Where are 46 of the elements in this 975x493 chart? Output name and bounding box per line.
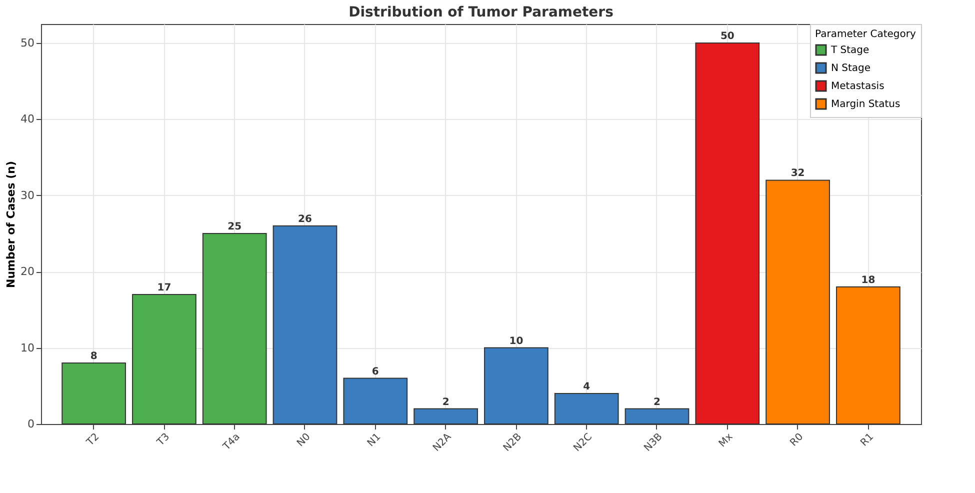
y-tick-label: 10 xyxy=(20,341,34,354)
y-tick-label: 20 xyxy=(20,265,34,278)
legend-label: Metastasis xyxy=(831,81,884,92)
data-label: 26 xyxy=(298,214,312,225)
bar xyxy=(836,286,900,424)
data-label: 10 xyxy=(509,336,524,347)
x-tick-label: Mx xyxy=(717,431,736,450)
x-tick-label: T4a xyxy=(220,432,242,454)
legend-label: Margin Status xyxy=(831,99,900,110)
data-label: 32 xyxy=(790,168,805,180)
bar xyxy=(624,408,690,424)
y-axis-title: Number of Cases (n) xyxy=(4,160,18,288)
data-label: 18 xyxy=(861,274,876,286)
bar xyxy=(484,347,548,424)
y-tick-label: 40 xyxy=(20,112,34,126)
bar xyxy=(554,393,619,424)
x-tick-label: N2A xyxy=(431,431,454,454)
x-tick-label: N0 xyxy=(295,432,313,450)
bar xyxy=(695,42,760,424)
bar xyxy=(766,180,830,424)
chart-title: Distribution of Tumor Parameters xyxy=(348,4,614,20)
bar xyxy=(202,233,267,424)
bar xyxy=(272,225,338,424)
x-tick-label: R0 xyxy=(788,432,806,449)
bar xyxy=(414,408,478,424)
x-tick-label: T2 xyxy=(84,432,102,449)
data-label: 25 xyxy=(228,222,242,233)
legend-title: Parameter Category xyxy=(815,29,916,40)
data-label: 2 xyxy=(442,396,450,408)
bar xyxy=(132,294,196,424)
x-tick-label: N1 xyxy=(366,432,384,450)
legend-label: T Stage xyxy=(830,45,870,56)
bar xyxy=(62,362,126,424)
x-tick-label: R1 xyxy=(858,432,876,449)
data-label: 6 xyxy=(372,366,379,378)
data-label: 4 xyxy=(583,382,590,393)
data-label: 50 xyxy=(720,31,734,42)
data-label: 2 xyxy=(654,396,661,408)
legend-label: N Stage xyxy=(831,63,871,74)
data-label: 17 xyxy=(157,282,172,294)
y-tick-label: 50 xyxy=(20,36,34,50)
x-tick-label: T3 xyxy=(154,432,172,449)
y-tick-label: 30 xyxy=(20,188,34,202)
bar xyxy=(343,378,408,424)
y-tick-label: 0 xyxy=(28,418,34,430)
data-label: 8 xyxy=(90,351,98,362)
